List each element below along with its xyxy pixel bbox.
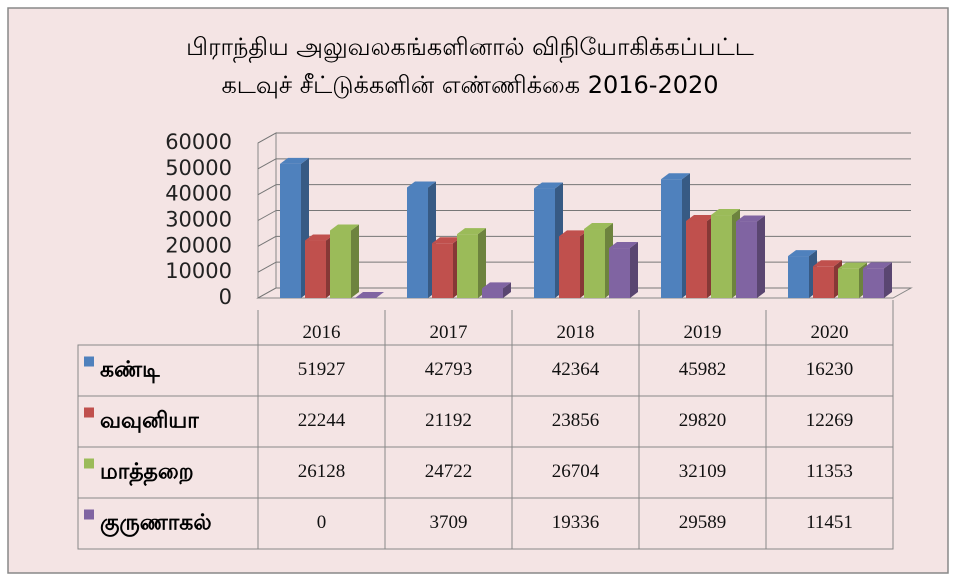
bar-side [630, 242, 638, 298]
bar [788, 256, 809, 298]
legend-key [84, 407, 94, 418]
bar-top [736, 215, 765, 222]
bar-top [432, 237, 461, 244]
bar [661, 179, 682, 298]
x-tick-label: 2017 [430, 322, 468, 343]
bar [330, 230, 351, 298]
table-value: 51927 [298, 359, 346, 380]
table-value: 3709 [430, 512, 468, 533]
x-tick-label: 2020 [811, 322, 849, 343]
table-value: 24722 [425, 461, 473, 482]
bar-top [407, 181, 436, 188]
bar [457, 234, 478, 298]
table-value: 26704 [552, 461, 600, 482]
table-value: 11353 [806, 461, 853, 482]
table-value: 16230 [806, 359, 854, 380]
bar [559, 236, 580, 298]
bar [534, 188, 555, 298]
bar [280, 163, 301, 298]
table-value: 42793 [425, 359, 473, 380]
bar-top [686, 214, 715, 221]
bar [863, 268, 884, 298]
bar [813, 266, 834, 298]
table-value: 11451 [806, 512, 853, 533]
bar [432, 243, 453, 298]
bar-top [661, 173, 690, 180]
bar-top [559, 230, 588, 237]
x-tick-label: 2018 [557, 322, 595, 343]
y-tick-label: 10000 [165, 259, 232, 283]
bar-top [305, 234, 334, 241]
bar [609, 248, 630, 298]
bar-side [351, 224, 359, 298]
table-value: 32109 [679, 461, 727, 482]
bar-side [503, 282, 511, 298]
bar-top [457, 228, 486, 235]
bar [584, 229, 605, 298]
bar-top [355, 292, 384, 298]
x-tick-label: 2019 [684, 322, 722, 343]
y-tick-label: 40000 [165, 182, 232, 206]
grid-line [257, 235, 277, 247]
table-value: 45982 [679, 359, 727, 380]
table-value: 21192 [425, 410, 472, 431]
table-value: 19336 [552, 512, 600, 533]
grid-line [257, 158, 277, 170]
grid-line [257, 184, 277, 196]
x-tick-label: 2016 [303, 322, 341, 343]
table-value: 42364 [552, 359, 600, 380]
bar-top [863, 262, 892, 269]
y-tick-label: 50000 [165, 156, 232, 180]
bar-side [884, 262, 892, 298]
bar-side [757, 215, 765, 298]
bar [407, 187, 428, 298]
table-value: 0 [317, 512, 327, 533]
bar-top [788, 250, 817, 257]
bar-top [711, 209, 740, 216]
table-value: 22244 [298, 410, 346, 431]
bar [711, 215, 732, 298]
legend-key [84, 509, 94, 520]
table-value: 23856 [552, 410, 600, 431]
grid-line [257, 210, 277, 221]
bar [838, 268, 859, 298]
table-value: 29820 [679, 410, 727, 431]
bar-top [330, 224, 359, 231]
legend-label: குருணாகல் [100, 511, 212, 538]
legend-label: வவுனியா [100, 409, 199, 434]
legend-label: கண்டி [100, 358, 160, 384]
y-tick-label: 30000 [165, 208, 232, 232]
bar-side [478, 228, 486, 298]
bar [736, 221, 757, 298]
chart-title: பிராந்திய அலுவலகங்களினால் விநியோகிக்கப்ப… [186, 33, 754, 99]
grid-line [257, 287, 277, 299]
legend-key [84, 356, 94, 367]
bar [686, 220, 707, 298]
bar [305, 240, 326, 298]
table-value: 29589 [679, 512, 727, 533]
bar-top [609, 242, 638, 249]
legend-key [84, 458, 94, 469]
bar-top [280, 157, 309, 164]
bar-top [534, 182, 563, 189]
bar [482, 288, 503, 298]
bar-top [584, 223, 613, 230]
y-tick-label: 20000 [165, 233, 232, 257]
y-tick-label: 0 [219, 285, 232, 309]
bar-top [838, 262, 867, 269]
bar-top [482, 282, 511, 289]
grid-line [257, 261, 277, 273]
y-tick-label: 60000 [165, 130, 232, 154]
table-value: 26128 [298, 461, 346, 482]
legend-label: மாத்தறை [100, 460, 194, 487]
bar-top [813, 260, 842, 267]
table-value: 12269 [806, 410, 854, 431]
grid-line [257, 132, 277, 144]
